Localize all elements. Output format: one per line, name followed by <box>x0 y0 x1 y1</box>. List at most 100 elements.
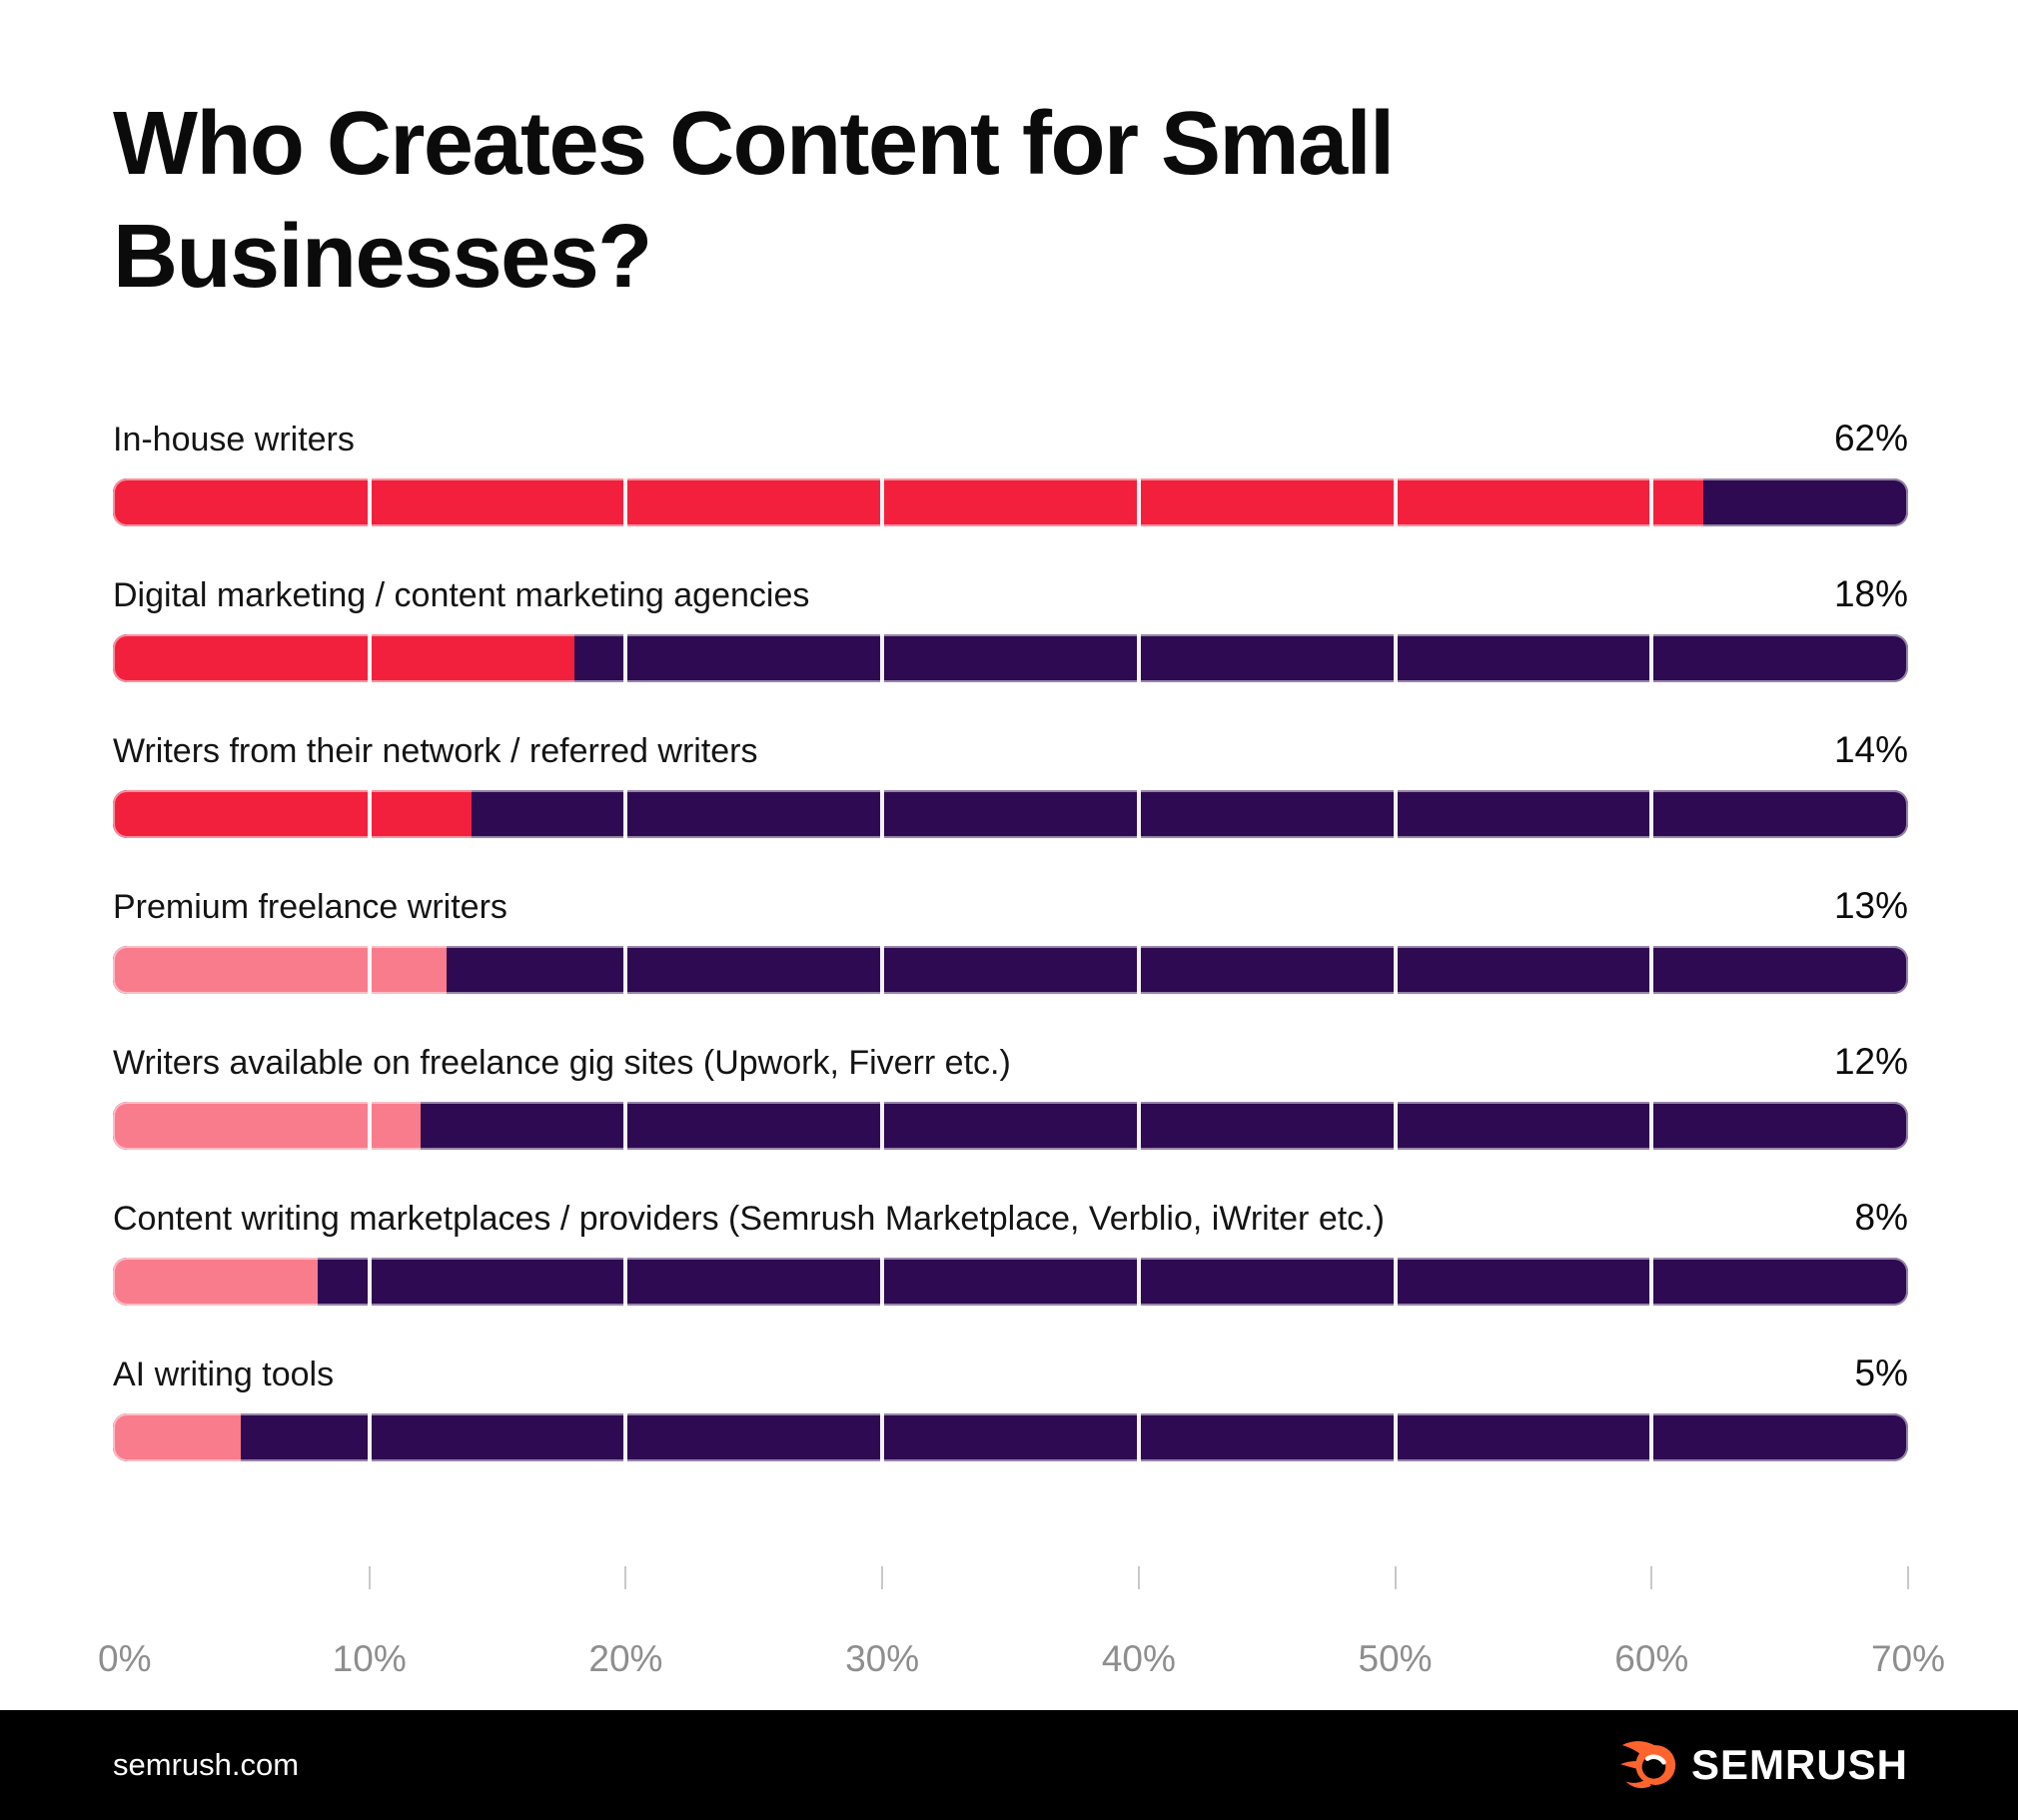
axis-tick <box>1394 1566 1397 1589</box>
axis-tick-label: 0% <box>98 1638 152 1679</box>
category-label: In-house writers <box>113 421 355 458</box>
bar-track <box>113 478 1908 526</box>
axis-tick <box>881 1566 884 1589</box>
brand-wordmark: SEMRUSH <box>1690 1741 1908 1788</box>
bar-gridline <box>1649 1258 1654 1306</box>
axis-tick <box>624 1566 627 1589</box>
bar-gridline <box>1393 1258 1398 1306</box>
bar-gridline <box>1393 1413 1398 1461</box>
bar-gridline <box>880 1413 885 1461</box>
bar-gridlines <box>113 1258 1908 1306</box>
value-label: 14% <box>1833 729 1908 770</box>
bar-gridlines <box>113 1413 1908 1461</box>
bar-gridline <box>1136 1413 1141 1461</box>
value-label: 18% <box>1833 573 1908 614</box>
value-label: 62% <box>1833 418 1908 458</box>
bar-row: Writers available on freelance gig sites… <box>113 1039 1908 1150</box>
bar-fill <box>113 1413 242 1461</box>
bar-gridline <box>1393 634 1398 682</box>
bar-row: AI writing tools 5% <box>113 1351 1908 1461</box>
category-label: Premium freelance writers <box>113 888 507 926</box>
bar-gridline <box>880 1102 885 1150</box>
chart-title: Who Creates Content for Small Businesses… <box>113 94 1395 307</box>
bar-gridline <box>623 634 628 682</box>
bar-gridline <box>1649 1413 1654 1461</box>
footer-bar: semrush.com SEMRUSH <box>0 1710 2018 1820</box>
category-label: Digital marketing / content marketing ag… <box>113 576 810 614</box>
bar-chart: In-house writers 62% Digital marketing /… <box>113 416 1908 1506</box>
axis-tick <box>368 1566 371 1589</box>
category-label: Content writing marketplaces / providers… <box>113 1200 1385 1238</box>
bar-gridline <box>1649 946 1654 994</box>
bar-track <box>113 634 1908 682</box>
axis-tick-label: 10% <box>332 1638 407 1679</box>
value-label: 12% <box>1833 1041 1908 1082</box>
axis-tick-label: 50% <box>1358 1638 1433 1679</box>
bar-gridline <box>367 1102 372 1150</box>
axis-tick <box>1907 1566 1909 1589</box>
infographic-body: Who Creates Content for Small Businesses… <box>98 94 1945 1686</box>
bar-gridlines <box>113 946 1908 994</box>
bar-row: Digital marketing / content marketing ag… <box>113 571 1908 682</box>
bar-gridline <box>880 946 885 994</box>
bar-gridline <box>1136 1258 1141 1306</box>
value-label: 13% <box>1833 885 1908 926</box>
bar-row-header: In-house writers 62% <box>113 416 1908 462</box>
bar-gridline <box>623 1258 628 1306</box>
bar-gridline <box>623 790 628 838</box>
category-label: Writers available on freelance gig sites… <box>113 1044 1011 1082</box>
value-label: 5% <box>1854 1353 1908 1393</box>
bar-gridline <box>1393 790 1398 838</box>
bar-gridline <box>367 634 372 682</box>
axis-tick-label: 60% <box>1614 1638 1689 1679</box>
bar-gridline <box>623 478 628 526</box>
bar-gridline <box>880 790 885 838</box>
bar-track <box>113 1102 1908 1150</box>
bar-row-header: Writers available on freelance gig sites… <box>113 1039 1908 1086</box>
bar-track <box>113 1258 1908 1306</box>
category-label: AI writing tools <box>113 1356 335 1393</box>
bar-row: Premium freelance writers 13% <box>113 883 1908 994</box>
bar-row-header: Digital marketing / content marketing ag… <box>113 571 1908 618</box>
axis-tick-label: 30% <box>845 1638 920 1679</box>
bar-fill <box>113 946 447 994</box>
bar-track <box>113 946 1908 994</box>
semrush-logo: SEMRUSH <box>1619 1736 1908 1794</box>
bar-gridline <box>1393 478 1398 526</box>
bar-gridline <box>1393 1102 1398 1150</box>
bar-gridline <box>367 1413 372 1461</box>
bar-gridline <box>367 478 372 526</box>
bar-gridlines <box>113 790 1908 838</box>
bar-gridlines <box>113 634 1908 682</box>
bar-gridline <box>1649 790 1654 838</box>
axis-tick-label: 20% <box>588 1638 663 1679</box>
bar-gridlines <box>113 1102 1908 1150</box>
category-label: Writers from their network / referred wr… <box>113 732 758 770</box>
bar-gridline <box>623 1102 628 1150</box>
bar-gridline <box>1136 1102 1141 1150</box>
bar-gridline <box>1136 946 1141 994</box>
axis-tick-label: 40% <box>1101 1638 1176 1679</box>
bar-gridline <box>367 790 372 838</box>
axis-tick-label: 70% <box>1870 1638 1946 1679</box>
bar-gridlines <box>113 478 1908 526</box>
bar-gridline <box>880 1258 885 1306</box>
bar-gridline <box>1649 634 1654 682</box>
bar-row-header: Content writing marketplaces / providers… <box>113 1195 1908 1242</box>
bar-row: In-house writers 62% <box>113 416 1908 526</box>
bar-gridline <box>1136 790 1141 838</box>
x-axis: 0% 10% 20% 30% 40% 50% 60% 70% <box>98 1566 1945 1686</box>
semrush-flame-icon <box>1619 1741 1676 1789</box>
bar-row-header: AI writing tools 5% <box>113 1351 1908 1397</box>
footer-site: semrush.com <box>113 1747 300 1782</box>
axis-tick <box>1137 1566 1140 1589</box>
bar-gridline <box>1136 478 1141 526</box>
bar-track <box>113 1413 1908 1461</box>
bar-row: Writers from their network / referred wr… <box>113 727 1908 838</box>
axis-tick <box>1650 1566 1653 1589</box>
bar-row: Content writing marketplaces / providers… <box>113 1195 1908 1306</box>
bar-gridline <box>880 478 885 526</box>
bar-gridline <box>1136 634 1141 682</box>
bar-row-header: Premium freelance writers 13% <box>113 883 1908 930</box>
bar-gridline <box>1393 946 1398 994</box>
